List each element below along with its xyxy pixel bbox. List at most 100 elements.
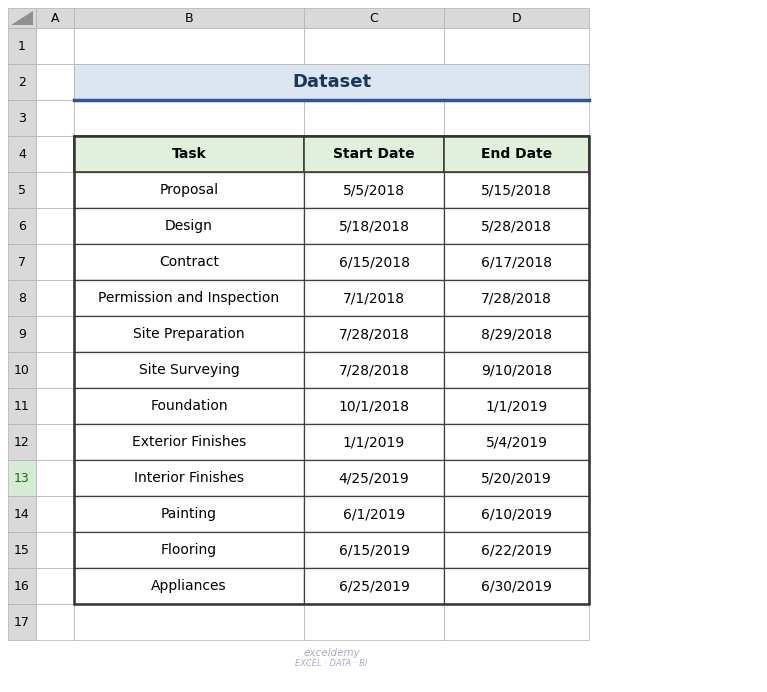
- Bar: [74, 424, 304, 460]
- Text: B: B: [185, 12, 193, 24]
- Text: 4: 4: [18, 147, 26, 161]
- Bar: [36, 460, 74, 496]
- Bar: [444, 244, 589, 280]
- Bar: [8, 388, 36, 424]
- Text: Proposal: Proposal: [160, 183, 219, 197]
- Polygon shape: [11, 11, 33, 25]
- Text: 7: 7: [18, 255, 26, 268]
- Text: Appliances: Appliances: [151, 579, 227, 593]
- Bar: [444, 604, 589, 640]
- Bar: [444, 28, 589, 64]
- Text: 5/4/2019: 5/4/2019: [486, 435, 548, 449]
- Bar: [304, 28, 444, 64]
- Text: 5/5/2018: 5/5/2018: [343, 183, 405, 197]
- Text: 8: 8: [18, 291, 26, 304]
- Text: 15: 15: [14, 543, 30, 556]
- Text: 6/17/2018: 6/17/2018: [481, 255, 552, 269]
- Text: 5: 5: [18, 183, 26, 197]
- Text: Site Preparation: Site Preparation: [133, 327, 245, 341]
- Bar: [444, 424, 589, 460]
- Bar: [74, 316, 304, 352]
- Bar: [74, 352, 304, 388]
- Bar: [36, 280, 74, 316]
- Bar: [74, 136, 589, 604]
- Bar: [8, 172, 36, 208]
- Bar: [36, 604, 74, 640]
- Text: Site Surveying: Site Surveying: [139, 363, 239, 377]
- Text: 5/28/2018: 5/28/2018: [481, 219, 552, 233]
- Text: 10: 10: [14, 363, 30, 376]
- Bar: [74, 136, 304, 172]
- Bar: [8, 568, 36, 604]
- Bar: [36, 100, 74, 136]
- Bar: [444, 100, 589, 136]
- Bar: [8, 280, 36, 316]
- Bar: [36, 532, 74, 568]
- Bar: [74, 100, 304, 136]
- Text: 5/20/2019: 5/20/2019: [481, 471, 552, 485]
- Text: Dataset: Dataset: [292, 73, 371, 91]
- Text: 5/18/2018: 5/18/2018: [338, 219, 410, 233]
- Text: 6/30/2019: 6/30/2019: [481, 579, 552, 593]
- Bar: [304, 8, 444, 28]
- Text: Interior Finishes: Interior Finishes: [134, 471, 244, 485]
- Bar: [74, 388, 304, 424]
- Bar: [304, 532, 444, 568]
- Bar: [304, 172, 444, 208]
- Text: End Date: End Date: [481, 147, 552, 161]
- Text: 6/10/2019: 6/10/2019: [481, 507, 552, 521]
- Bar: [36, 424, 74, 460]
- Bar: [74, 496, 304, 532]
- Bar: [444, 352, 589, 388]
- Text: 6/15/2019: 6/15/2019: [338, 543, 410, 557]
- Bar: [304, 460, 444, 496]
- Bar: [74, 208, 304, 244]
- Bar: [36, 388, 74, 424]
- Text: A: A: [51, 12, 59, 24]
- Text: 5/15/2018: 5/15/2018: [481, 183, 552, 197]
- Text: exceldemy: exceldemy: [303, 648, 360, 658]
- Bar: [36, 208, 74, 244]
- Text: D: D: [512, 12, 522, 24]
- Text: 16: 16: [14, 579, 30, 592]
- Bar: [36, 568, 74, 604]
- Text: 8/29/2018: 8/29/2018: [481, 327, 552, 341]
- Bar: [444, 280, 589, 316]
- Text: 6/22/2019: 6/22/2019: [481, 543, 552, 557]
- Bar: [74, 604, 304, 640]
- Bar: [304, 208, 444, 244]
- Bar: [36, 28, 74, 64]
- Text: 6/15/2018: 6/15/2018: [338, 255, 410, 269]
- Text: 12: 12: [14, 435, 30, 448]
- Bar: [8, 496, 36, 532]
- Bar: [74, 172, 304, 208]
- Text: Flooring: Flooring: [161, 543, 217, 557]
- Bar: [304, 316, 444, 352]
- Text: 17: 17: [14, 615, 30, 628]
- Bar: [304, 424, 444, 460]
- Bar: [444, 568, 589, 604]
- Text: 7/1/2018: 7/1/2018: [343, 291, 405, 305]
- Bar: [74, 460, 304, 496]
- Bar: [8, 352, 36, 388]
- Bar: [36, 316, 74, 352]
- Text: 1: 1: [18, 39, 26, 53]
- Bar: [8, 424, 36, 460]
- Bar: [8, 604, 36, 640]
- Bar: [74, 532, 304, 568]
- Bar: [74, 28, 304, 64]
- Bar: [36, 244, 74, 280]
- Bar: [74, 64, 589, 100]
- Bar: [304, 352, 444, 388]
- Bar: [8, 208, 36, 244]
- Bar: [8, 244, 36, 280]
- Bar: [444, 8, 589, 28]
- Text: Contract: Contract: [159, 255, 219, 269]
- Bar: [8, 28, 36, 64]
- Bar: [444, 172, 589, 208]
- Text: 3: 3: [18, 111, 26, 125]
- Bar: [444, 316, 589, 352]
- Bar: [74, 568, 304, 604]
- Bar: [8, 532, 36, 568]
- Bar: [8, 100, 36, 136]
